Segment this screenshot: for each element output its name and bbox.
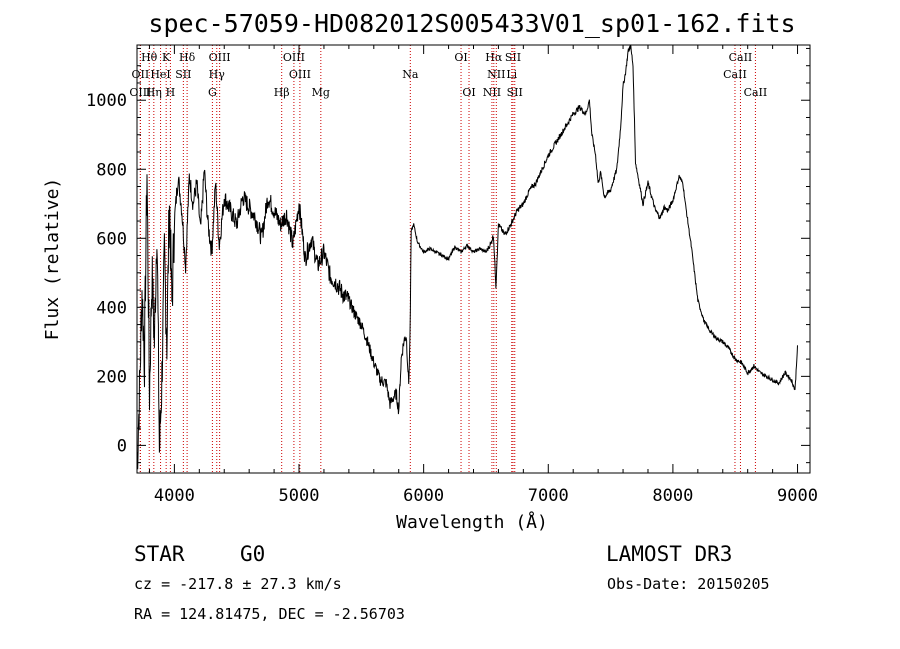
x-tick-label: 8000 [652, 486, 693, 506]
spectral-line-label: K [162, 51, 171, 64]
spectral-line-label: SII [505, 51, 521, 64]
redshift-cz: cz = -217.8 ± 27.3 km/s [134, 575, 342, 593]
spectral-line-label: Hη [146, 86, 162, 99]
y-tick-label: 1000 [86, 91, 127, 111]
spectral-line-label: CaII [729, 51, 753, 64]
spectral-line-label: NII [483, 86, 501, 99]
spectral-line-label: Hθ [141, 51, 158, 64]
spectral-line-label: Hα [485, 51, 503, 64]
object-subclass: G0 [240, 542, 265, 566]
x-axis-label: Wavelength (Å) [396, 511, 548, 533]
spectrum-line [136, 44, 798, 470]
axis-ticks: 4000 5000 6000 7000 8000 9000 0 200 400 600 800 100… [86, 45, 818, 506]
y-tick-label: 200 [96, 367, 127, 387]
spectral-line-label: OII [132, 68, 150, 81]
spectrum-series [136, 44, 798, 470]
y-tick-label: 0 [117, 436, 127, 456]
spectral-line-label: H [166, 86, 176, 99]
x-tick-label: 7000 [528, 486, 569, 506]
y-tick-label: 800 [96, 160, 127, 180]
y-tick-label: 600 [96, 229, 127, 249]
spectral-line-label: OIII [129, 86, 151, 99]
x-tick-label: 5000 [279, 486, 320, 506]
spectral-line-label: G [208, 86, 217, 99]
y-tick-label: 400 [96, 298, 127, 318]
spectral-line-label: Mg [312, 86, 330, 99]
spectral-line-label: OIII [209, 51, 231, 64]
survey-name: LAMOST DR3 [606, 542, 732, 566]
spectral-line-label: HeI [150, 68, 170, 81]
spectral-line-label: CaII [744, 86, 768, 99]
spectral-line-label: Hγ [209, 68, 226, 81]
spectral-line-label: Na [402, 68, 419, 81]
observation-date: Obs-Date: 20150205 [607, 575, 770, 593]
chart-title: spec-57059-HD082012S005433V01_sp01-162.f… [148, 9, 795, 38]
spectral-line-label: OI [462, 86, 475, 99]
spectral-line-label: OI [454, 51, 467, 64]
x-tick-label: 9000 [777, 486, 818, 506]
spectral-line-label: SII [175, 68, 191, 81]
spectral-line-label: OIII [283, 51, 305, 64]
spectral-line-label: SII [507, 86, 523, 99]
spectral-line-label: Hβ [274, 86, 290, 99]
spectral-line-label: Li [506, 68, 517, 81]
y-axis-label: Flux (relative) [42, 178, 63, 341]
x-tick-label: 4000 [154, 486, 195, 506]
spectral-line-label: NII [487, 68, 505, 81]
coordinates: RA = 124.81475, DEC = -2.56703 [134, 605, 405, 623]
spectral-line-label: Hδ [179, 51, 196, 64]
plot-frame [136, 44, 811, 474]
spectral-line-label: CaII [723, 68, 747, 81]
spectral-line-label: OIII [289, 68, 311, 81]
x-tick-label: 6000 [403, 486, 444, 506]
object-class: STAR [134, 542, 185, 566]
